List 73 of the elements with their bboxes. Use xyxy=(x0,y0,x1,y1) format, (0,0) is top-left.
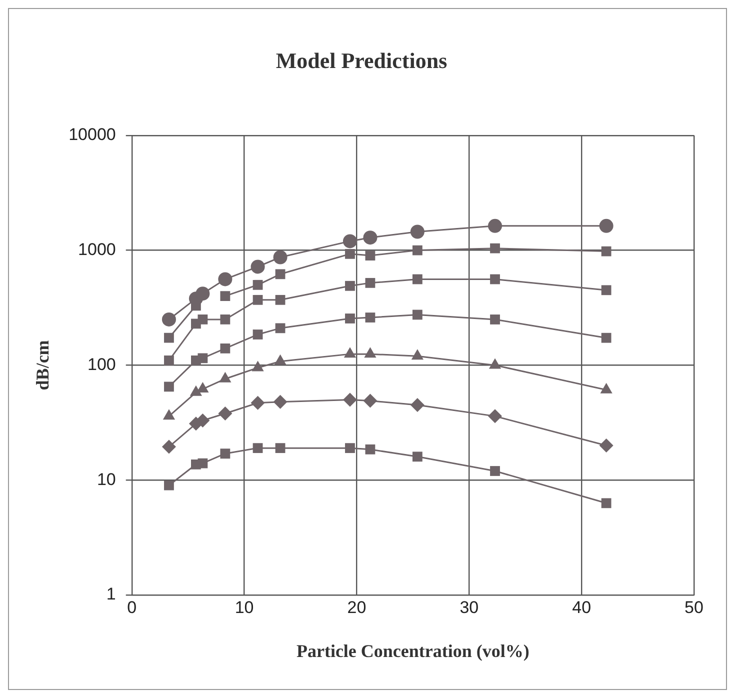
x-tick-label: 20 xyxy=(347,598,366,617)
x-tick-label: 10 xyxy=(234,598,254,617)
point xyxy=(490,314,500,324)
point xyxy=(196,414,210,428)
point xyxy=(599,438,614,453)
point xyxy=(490,243,500,254)
y-tick-label: 1000 xyxy=(78,240,116,259)
x-axis-title: Particle Concentration (vol%) xyxy=(296,640,530,661)
point xyxy=(275,294,286,305)
point xyxy=(164,382,174,392)
point xyxy=(363,230,378,245)
point xyxy=(599,218,614,233)
point xyxy=(345,314,355,324)
point xyxy=(252,443,263,454)
point xyxy=(601,285,612,296)
point xyxy=(365,312,376,322)
y-tick-label: 1 xyxy=(106,584,116,604)
point xyxy=(365,250,376,261)
point xyxy=(345,248,355,259)
point xyxy=(410,398,424,412)
y-tick-label: 10 xyxy=(96,470,116,489)
y-tick-label: 100 xyxy=(88,354,116,374)
y-axis-title: dB/cm xyxy=(32,340,52,390)
point xyxy=(365,278,376,288)
point xyxy=(252,330,263,340)
point xyxy=(410,224,424,239)
point xyxy=(198,458,208,468)
point xyxy=(250,396,265,410)
point xyxy=(198,314,208,324)
x-tick-label: 50 xyxy=(684,598,704,617)
point xyxy=(252,294,263,305)
point xyxy=(162,312,176,326)
point xyxy=(412,245,422,256)
point xyxy=(218,272,232,286)
point xyxy=(365,444,376,454)
point xyxy=(342,234,357,248)
point xyxy=(220,291,230,301)
point xyxy=(273,394,288,409)
point xyxy=(196,286,210,301)
point xyxy=(250,260,265,274)
point xyxy=(164,480,174,490)
point xyxy=(342,392,357,407)
point xyxy=(601,332,612,343)
point xyxy=(490,274,500,284)
chart-title: Model Predictions xyxy=(276,48,448,73)
point xyxy=(488,409,502,424)
point xyxy=(490,466,500,476)
point xyxy=(275,443,286,454)
x-tick-label: 0 xyxy=(127,598,137,617)
point xyxy=(363,394,378,408)
point xyxy=(162,440,176,454)
point xyxy=(412,452,422,462)
point xyxy=(345,280,355,291)
y-tick-label: 10000 xyxy=(68,125,116,144)
point xyxy=(252,280,263,290)
point xyxy=(488,218,502,233)
point xyxy=(273,250,288,264)
point xyxy=(601,498,612,508)
point xyxy=(220,343,230,354)
point xyxy=(220,314,230,324)
point xyxy=(164,355,174,366)
x-tick-label: 40 xyxy=(572,598,592,617)
point xyxy=(412,274,422,284)
point xyxy=(345,443,355,454)
point xyxy=(164,332,174,343)
point xyxy=(275,323,286,334)
point xyxy=(412,310,422,320)
point xyxy=(601,246,612,256)
x-tick-label: 30 xyxy=(460,598,479,617)
point xyxy=(275,269,286,280)
point xyxy=(220,448,230,459)
point xyxy=(218,406,232,420)
point xyxy=(198,353,208,364)
